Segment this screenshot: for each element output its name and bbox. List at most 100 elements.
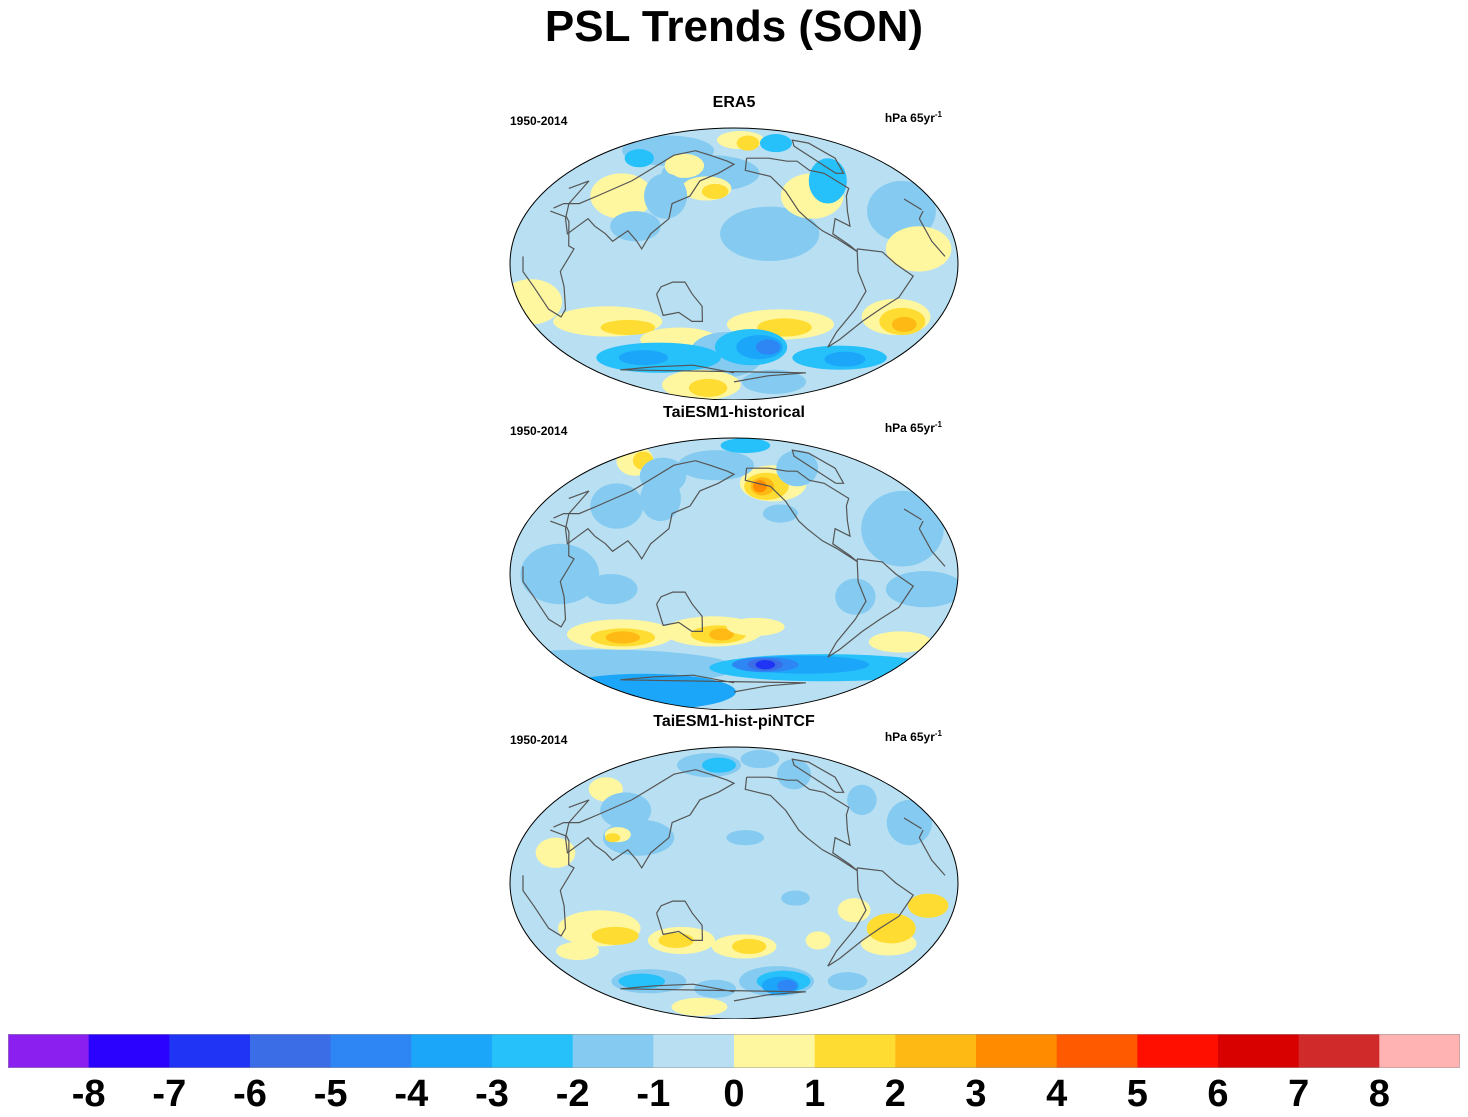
trend-contour-region: [824, 351, 866, 367]
trend-contour-region: [688, 378, 728, 397]
colorbar-swatch: [330, 1034, 412, 1068]
trend-contour-region: [742, 369, 807, 394]
trend-contour-region: [520, 543, 600, 605]
trend-contour-region: [671, 997, 728, 1016]
panel-title: ERA5: [712, 94, 756, 111]
colorbar-tick-label: -5: [313, 1073, 348, 1115]
coastline: [791, 449, 845, 484]
trend-contour-region: [720, 206, 820, 261]
coastline: [620, 674, 806, 693]
colorbar-tick-label: 8: [1368, 1073, 1390, 1115]
trend-contour-region: [701, 757, 736, 773]
colorbar-tick-label: 7: [1288, 1073, 1310, 1115]
trend-contour-region: [605, 631, 640, 644]
map-panel-taiesm1-hist-pintcf: TaiESM1-hist-piNTCF 1950-2014 hPa 65yr-1: [508, 713, 960, 1025]
trend-contour-region: [866, 913, 916, 944]
trend-contour-region: [835, 578, 876, 615]
trend-contour-region: [891, 316, 917, 332]
colorbar-tick-label: -1: [636, 1073, 671, 1115]
trend-contour-region: [907, 893, 949, 918]
period-label: 1950-2014: [510, 114, 568, 128]
units-label: hPa 65yr-1: [884, 420, 942, 435]
colorbar-swatch: [895, 1034, 977, 1068]
trend-contour-region: [726, 830, 765, 846]
coastline: [553, 460, 922, 561]
colorbar-swatch: [8, 1034, 90, 1068]
world-map: [509, 746, 959, 1019]
trend-contour-region: [640, 475, 681, 522]
coastline: [656, 591, 704, 632]
colorbar-swatch: [1056, 1034, 1138, 1068]
colorbar-swatch: [250, 1034, 332, 1068]
trend-contour-region: [755, 660, 776, 670]
trend-contour-region: [644, 173, 688, 219]
trend-contour-region: [732, 938, 767, 955]
trend-contour-region: [777, 979, 798, 992]
trend-contour-region: [605, 833, 621, 843]
trend-contour-region: [781, 890, 810, 906]
trend-contour-region: [618, 350, 669, 366]
trend-contour-region: [726, 617, 785, 636]
trend-contour-region: [624, 149, 654, 168]
colorbar-tick-label: -3: [475, 1073, 509, 1115]
trend-contour-region: [827, 972, 868, 991]
coastline: [620, 983, 806, 1002]
trend-contour-region: [535, 837, 576, 868]
coastline: [744, 776, 858, 872]
colorbar-swatch: [88, 1034, 170, 1068]
coastline: [656, 900, 704, 941]
map-panel-taiesm1-historical: TaiESM1-historical 1950-2014 hPa 65yr-1: [508, 404, 960, 716]
trend-contour-region: [808, 158, 847, 204]
trend-contour-region: [736, 135, 760, 151]
coastline: [522, 520, 946, 628]
panel-title: TaiESM1-hist-piNTCF: [653, 713, 815, 730]
trend-contour-region: [776, 450, 819, 487]
colorbar-tick-label: 6: [1207, 1073, 1229, 1115]
trend-contour-region: [701, 183, 729, 200]
colorbar-swatch: [814, 1034, 896, 1068]
colorbar-tick-label: 2: [884, 1073, 906, 1115]
coastline: [522, 829, 946, 937]
coastline: [522, 210, 946, 318]
trend-contour-region: [861, 490, 944, 567]
map-background-field: [510, 747, 958, 1019]
trend-contour-region: [590, 483, 644, 529]
colorbar-tick-label: -7: [152, 1073, 187, 1115]
trend-contour-region: [658, 932, 694, 948]
colorbar-swatch: [1379, 1034, 1460, 1068]
coastline: [553, 150, 922, 251]
trend-contour-region: [867, 180, 936, 242]
coastline: [744, 157, 858, 253]
period-label: 1950-2014: [510, 733, 568, 747]
trend-contour-region: [664, 153, 705, 178]
colorbar-tick-label: 0: [723, 1073, 745, 1115]
coastline: [791, 139, 845, 174]
trend-contour-region: [755, 339, 781, 355]
trend-contour-region: [886, 799, 933, 846]
colorbar-swatch: [653, 1034, 735, 1068]
trend-contour-region: [591, 926, 639, 945]
colorbar-swatch: [411, 1034, 493, 1068]
colorbar-swatch: [1298, 1034, 1380, 1068]
trend-contour-region: [600, 792, 652, 829]
colorbar-swatch: [976, 1034, 1058, 1068]
colorbar-swatch: [572, 1034, 654, 1068]
trend-contour-region: [556, 941, 600, 961]
map-panel-era5: ERA5 1950-2014 hPa 65yr-1: [508, 94, 960, 406]
map-border: [509, 746, 959, 1019]
units-label: hPa 65yr-1: [884, 729, 942, 744]
period-label: 1950-2014: [510, 424, 568, 438]
panel-title: TaiESM1-historical: [663, 404, 805, 421]
colorbar-swatch: [1137, 1034, 1219, 1068]
coastline: [744, 467, 858, 563]
trend-contour-region: [584, 574, 638, 605]
colorbar-tick-label: 3: [965, 1073, 987, 1115]
colorbar-tick-label: -2: [555, 1073, 590, 1115]
colorbar-swatch: [492, 1034, 574, 1068]
colorbar-swatch: [1218, 1034, 1300, 1068]
world-map: [509, 127, 959, 400]
trend-contour-region: [610, 211, 661, 242]
colorbar-tick-label: -8: [71, 1073, 106, 1115]
colorbar-swatch: [169, 1034, 251, 1068]
colorbar-tick-label: 5: [1126, 1073, 1148, 1115]
